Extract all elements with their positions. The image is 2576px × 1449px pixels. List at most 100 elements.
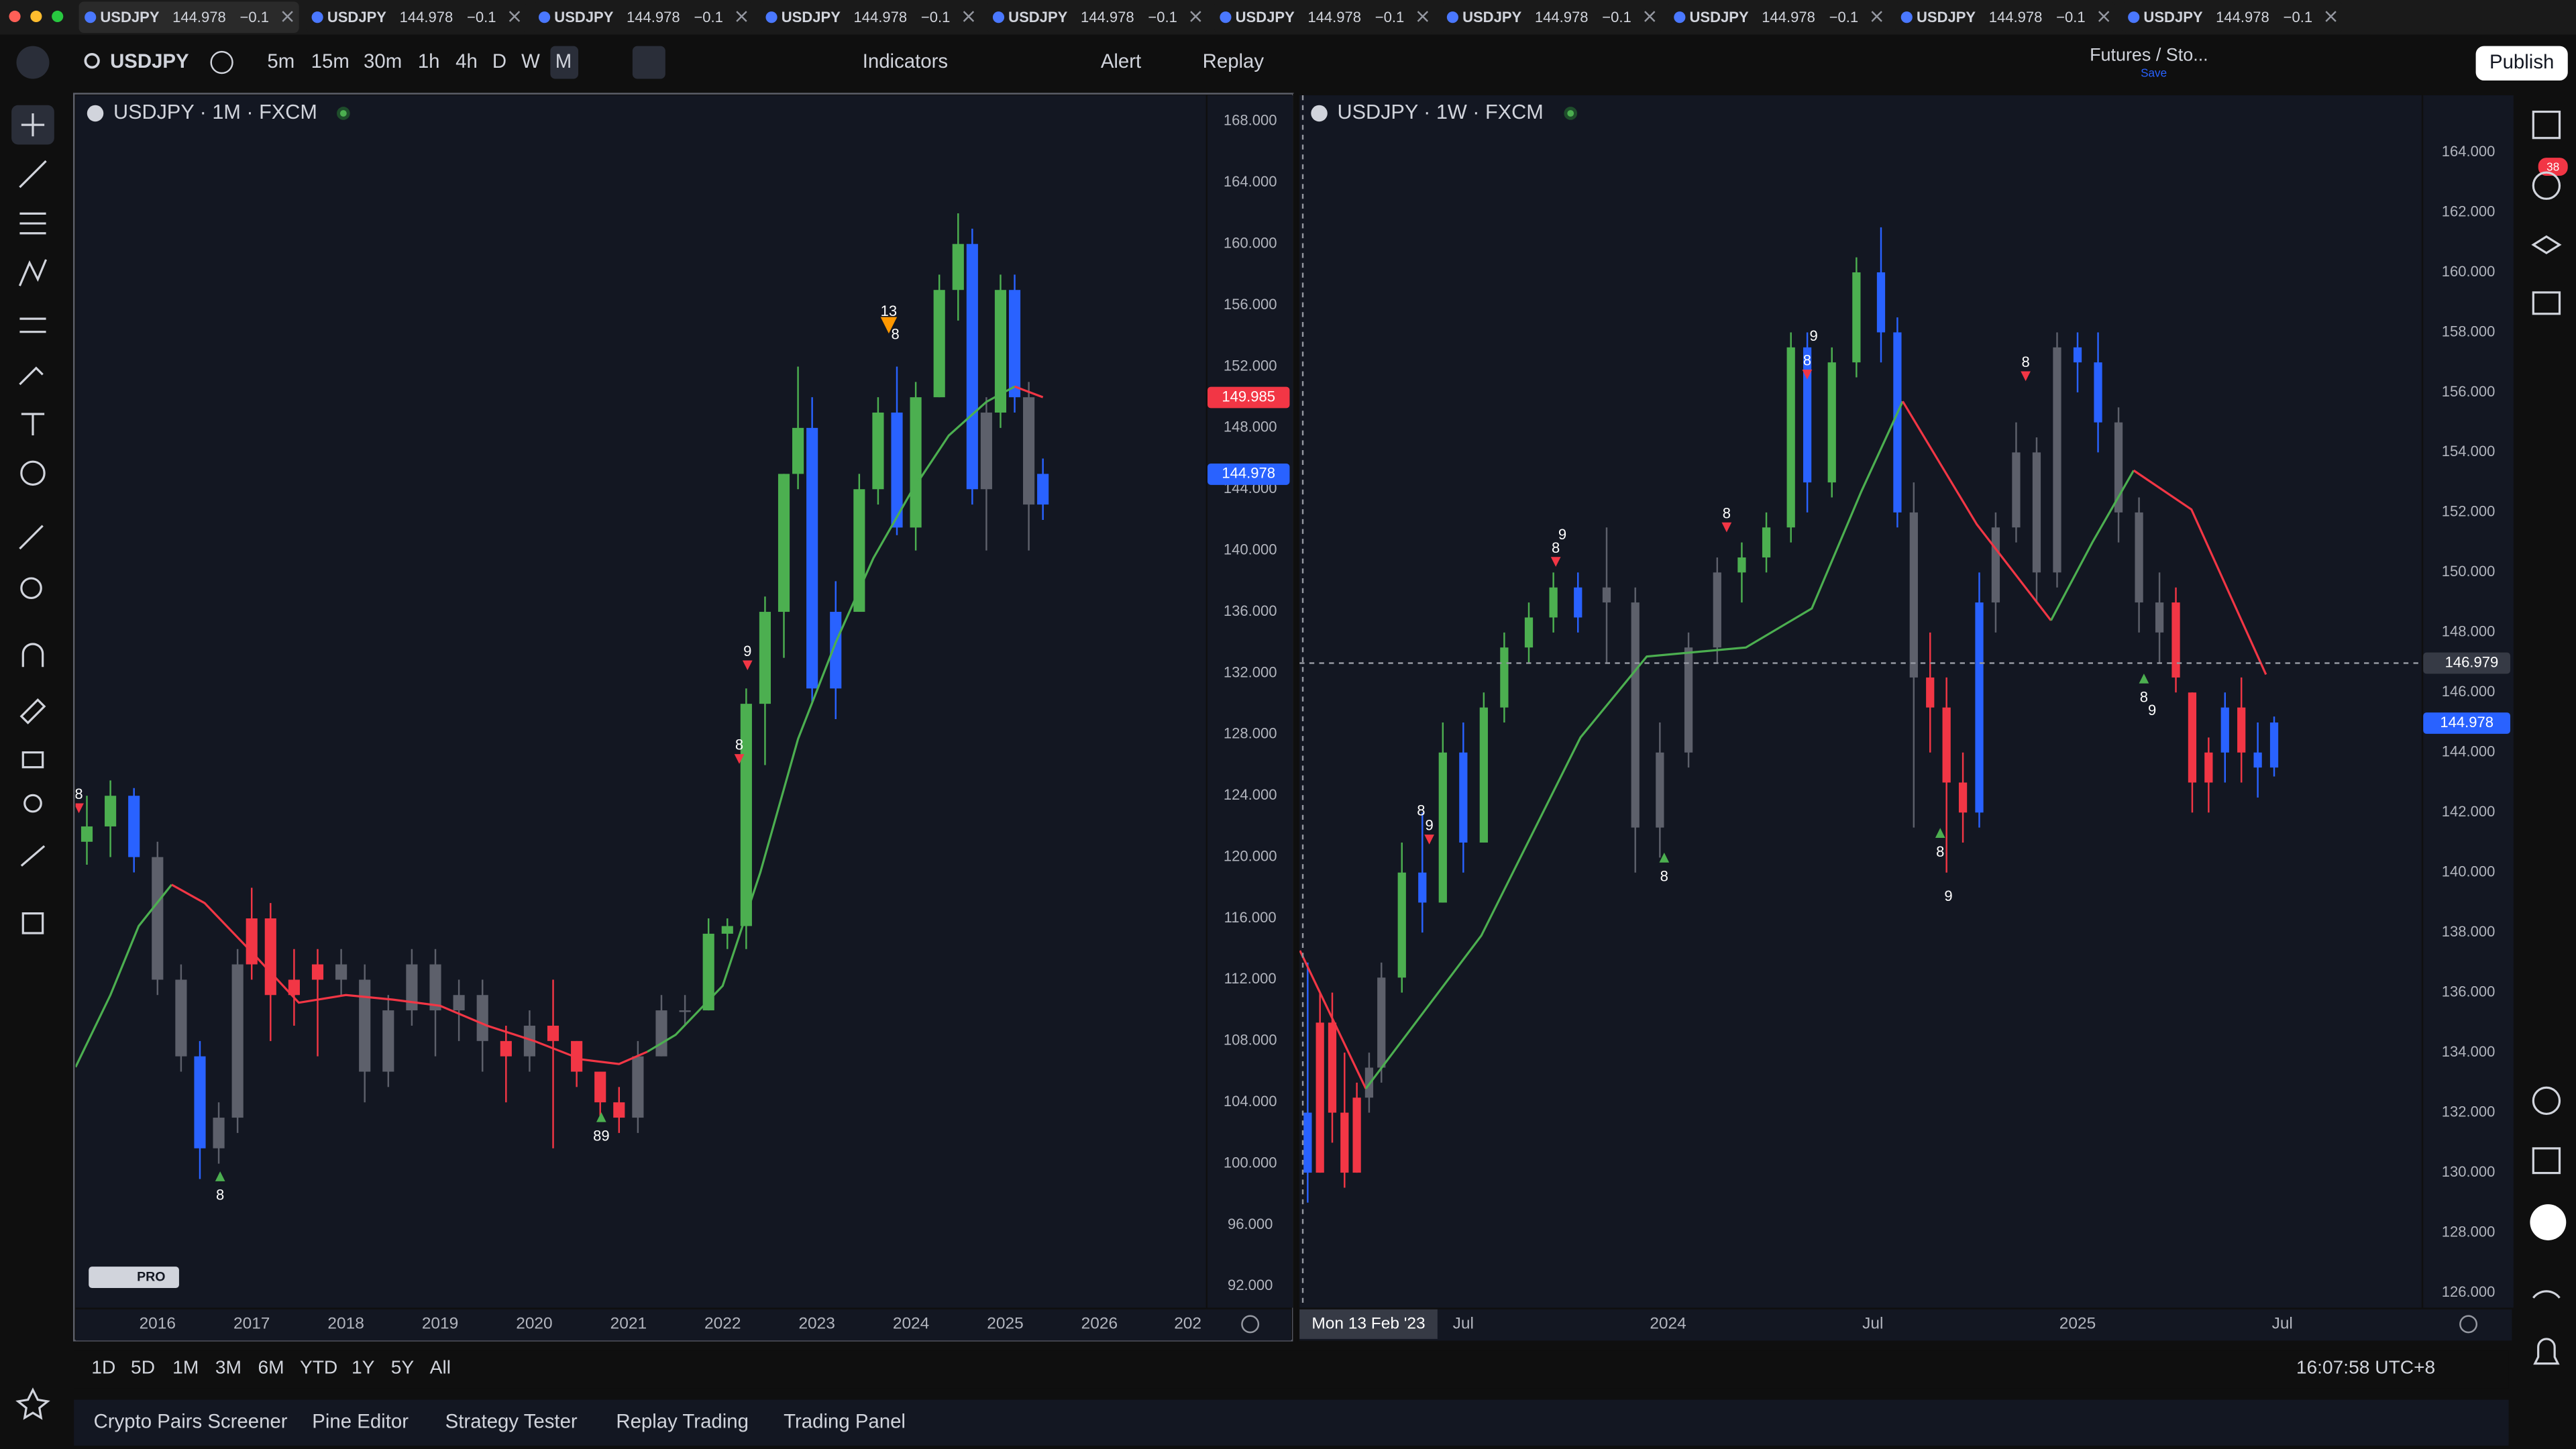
tool-pattern[interactable] [18, 259, 48, 286]
tab-price: 144.978 [1307, 9, 1361, 25]
interval-button[interactable]: 15m [311, 50, 350, 72]
bottom-tab[interactable]: Crypto Pairs Screener [94, 1411, 288, 1433]
sidebar-watchlist[interactable] [2532, 110, 2561, 140]
chart-pane-left[interactable] [75, 95, 1206, 1308]
interval-button[interactable]: 1h [418, 50, 440, 72]
axis-settings[interactable] [1241, 1315, 1260, 1334]
interval-button[interactable]: W [521, 50, 540, 72]
tab-close[interactable] [1871, 11, 1882, 22]
replay-button[interactable]: Replay [1203, 50, 1265, 72]
window-close[interactable] [9, 10, 21, 23]
tab[interactable] [1214, 1, 1434, 33]
price-axis[interactable] [2423, 95, 2514, 1308]
tool-visibility[interactable] [23, 794, 42, 813]
symbol-search[interactable]: USDJPY [110, 50, 189, 72]
bottom-tab[interactable]: Replay Trading [616, 1411, 749, 1433]
bottom-tab[interactable]: Strategy Tester [445, 1411, 578, 1433]
sidebar-stream[interactable] [2532, 1290, 2561, 1299]
tool-fib[interactable] [19, 212, 46, 235]
candle-body [335, 964, 347, 980]
time-axis[interactable] [1299, 1309, 2512, 1341]
candle-body [2171, 602, 2180, 678]
range-button[interactable]: YTD [300, 1356, 337, 1377]
tab-close[interactable] [508, 11, 521, 22]
tool-forecast[interactable] [19, 317, 46, 333]
tab[interactable] [2122, 1, 2343, 33]
range-button[interactable]: All [430, 1356, 451, 1377]
tab-close[interactable] [963, 11, 975, 22]
tab[interactable] [1895, 1, 2116, 33]
tool-link[interactable] [20, 845, 46, 867]
tab[interactable] [759, 1, 981, 33]
tab-close[interactable] [1417, 11, 1429, 22]
candle-body [264, 918, 276, 996]
tab-change: −0.1 [2056, 9, 2085, 25]
tool-emoji[interactable] [20, 460, 46, 486]
tab[interactable] [1668, 1, 1888, 33]
indicators-button[interactable]: Indicators [863, 50, 948, 72]
chart-type-button[interactable] [632, 46, 665, 79]
tab-change: −0.1 [694, 9, 723, 25]
tool-text[interactable] [21, 413, 45, 435]
tool-draw-mode[interactable] [19, 698, 46, 724]
candle-body [740, 704, 752, 926]
interval-button[interactable]: 4h [455, 50, 478, 72]
tab-icon [1674, 11, 1686, 23]
tab-close[interactable] [2098, 11, 2110, 22]
candle-body [231, 964, 244, 1118]
range-button[interactable]: 1D [91, 1356, 115, 1377]
sidebar-layers[interactable] [2531, 235, 2562, 255]
publish-button[interactable] [2475, 46, 2568, 80]
apps-button[interactable] [2530, 1204, 2567, 1240]
price-axis[interactable] [1208, 95, 1293, 1308]
compare-icon[interactable] [210, 50, 233, 74]
interval-button[interactable]: 30m [364, 50, 402, 72]
candle-body [1684, 647, 1693, 753]
candle-body [105, 796, 117, 826]
tab-close[interactable] [736, 11, 747, 22]
tool-crosshair[interactable] [21, 113, 45, 137]
sidebar-calendar[interactable] [2532, 1147, 2561, 1175]
bottom-tab[interactable]: Pine Editor [312, 1411, 409, 1433]
avatar[interactable] [16, 46, 50, 79]
alert-button[interactable]: Alert [1101, 50, 1141, 72]
tab-close[interactable] [2325, 11, 2337, 22]
interval-button[interactable]: 5m [267, 50, 294, 72]
tool-trendline[interactable] [19, 160, 47, 189]
tv-logo [89, 1267, 179, 1288]
watchlist-star[interactable] [15, 1387, 50, 1420]
tab[interactable] [1441, 1, 1662, 33]
tool-brush[interactable] [19, 366, 44, 386]
bottom-tab[interactable]: Trading Panel [784, 1411, 906, 1433]
tab-close[interactable] [282, 11, 293, 22]
window-zoom[interactable] [52, 10, 64, 23]
tab[interactable] [533, 1, 753, 33]
range-button[interactable]: 1M [172, 1356, 199, 1377]
tool-lock[interactable] [21, 751, 44, 769]
range-button[interactable]: 3M [215, 1356, 241, 1377]
tab[interactable] [78, 1, 299, 33]
tab[interactable] [306, 1, 527, 33]
tab-close[interactable] [1190, 11, 1201, 22]
search-icon[interactable] [84, 52, 100, 69]
sidebar-target[interactable] [2532, 1086, 2561, 1115]
tab[interactable] [987, 1, 1208, 33]
interval-button[interactable]: D [492, 50, 506, 72]
tab-close[interactable] [1644, 11, 1656, 22]
time-axis[interactable] [75, 1309, 1291, 1341]
interval-button[interactable]: M [555, 50, 572, 72]
range-button[interactable]: 5D [131, 1356, 155, 1377]
axis-settings[interactable] [2459, 1315, 2478, 1334]
sidebar-chat[interactable] [2532, 291, 2561, 315]
sidebar-alerts[interactable] [2532, 171, 2561, 200]
tool-delete[interactable] [21, 912, 44, 934]
window-minimize[interactable] [30, 10, 42, 23]
layout-name[interactable]: Futures / Sto... [2090, 44, 2208, 64]
sidebar-notifications[interactable] [2533, 1338, 2560, 1365]
tool-magnet[interactable] [21, 643, 44, 667]
tool-ruler[interactable] [19, 525, 44, 550]
range-button[interactable]: 5Y [391, 1356, 415, 1377]
tool-zoom[interactable] [20, 577, 42, 600]
range-button[interactable]: 6M [258, 1356, 284, 1377]
range-button[interactable]: 1Y [352, 1356, 375, 1377]
